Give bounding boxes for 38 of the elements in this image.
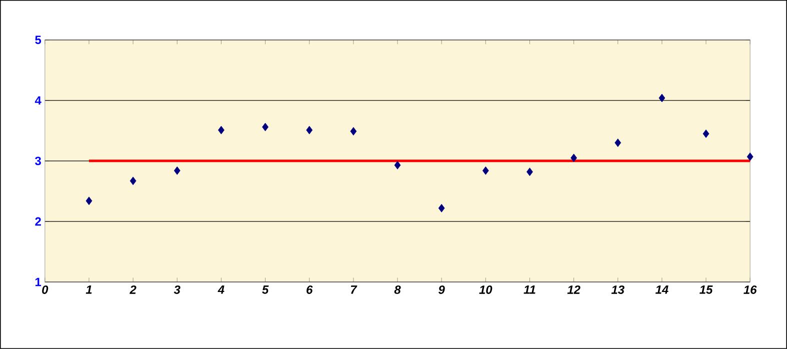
point (526, 168, 533, 176)
point (174, 166, 180, 175)
x-tick-label: 0 (42, 286, 48, 294)
y-tick-label: 2 (35, 217, 41, 226)
point (658, 94, 666, 102)
x-tick-label: 8 (394, 286, 401, 294)
point (702, 130, 710, 138)
y-tick-label: 4 (34, 96, 42, 105)
y-tick-label: 3 (35, 156, 41, 166)
point (614, 138, 622, 148)
point (394, 161, 401, 170)
point (482, 166, 489, 175)
x-tick-label: 15 (700, 286, 713, 294)
point (306, 126, 313, 134)
point (130, 176, 136, 186)
x-tick-label: 7 (350, 286, 358, 294)
point (218, 126, 224, 134)
point (746, 152, 754, 161)
x-tick-label: 3 (174, 286, 180, 294)
x-tick-label: 14 (655, 286, 668, 294)
y-tick-label: 5 (35, 36, 42, 44)
x-tick-label: 5 (262, 286, 269, 294)
x-tick-label: 10 (479, 286, 492, 294)
x-tick-label: 6 (306, 286, 313, 294)
y-tick-label: 1 (36, 278, 42, 286)
x-tick-label: 2 (130, 286, 136, 294)
point (350, 127, 357, 136)
point (262, 122, 268, 132)
x-tick-label: 11 (524, 286, 536, 294)
x-tick-label: 1 (86, 286, 92, 294)
x-tick-label: 12 (567, 286, 580, 294)
point (438, 204, 445, 212)
x-tick-label: 4 (218, 286, 224, 294)
point (86, 196, 92, 206)
point (570, 154, 577, 162)
x-tick-label: 16 (744, 286, 757, 294)
x-tick-label: 13 (611, 286, 624, 294)
x-tick-label: 9 (438, 286, 445, 294)
